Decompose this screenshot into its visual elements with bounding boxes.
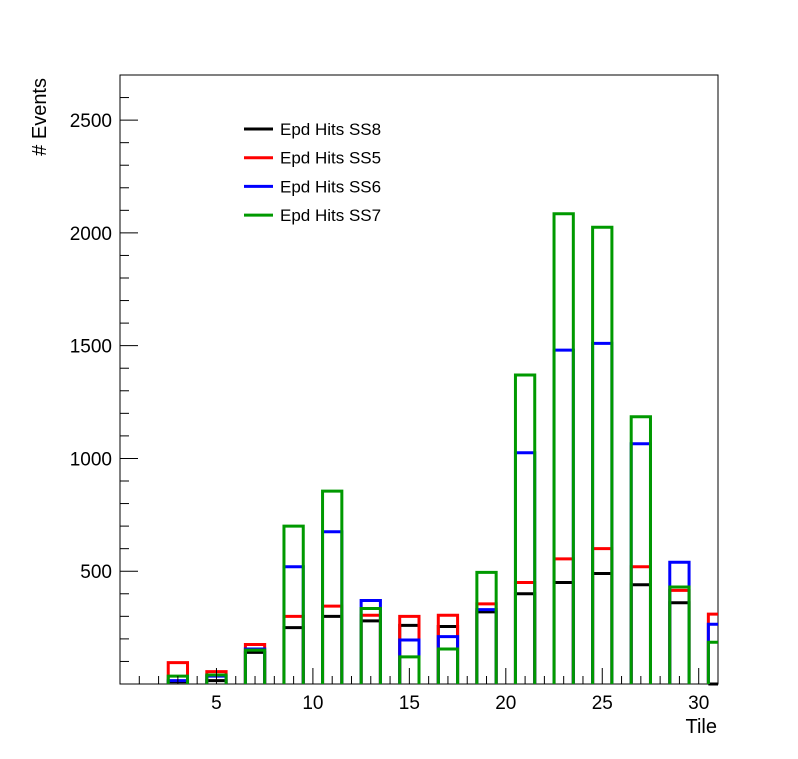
bar (359, 599, 382, 684)
legend-label: Epd Hits SS6 (280, 177, 381, 196)
bar (475, 602, 498, 684)
bar (591, 225, 614, 684)
x-tick-label: 20 (495, 693, 516, 714)
series-1 (166, 571, 718, 686)
bar (359, 613, 382, 684)
bar (282, 524, 305, 684)
bar (629, 415, 652, 684)
y-tick-label: 1500 (70, 337, 112, 358)
bar (282, 626, 305, 684)
bar (591, 547, 614, 684)
legend-label: Epd Hits SS7 (280, 206, 381, 225)
bar (436, 647, 460, 684)
bar (513, 581, 537, 684)
y-tick-label: 2000 (70, 224, 112, 245)
bar (552, 348, 575, 684)
axis-ticks: 5 10 15 20 25 30 500 1000 1500 2000 2500 (70, 74, 719, 714)
bar (359, 619, 382, 684)
x-axis-title: Tile (686, 716, 717, 738)
legend-label: Epd Hits SS8 (280, 120, 381, 139)
bar (513, 373, 537, 684)
x-tick-label: 5 (211, 693, 222, 714)
x-tick-label: 30 (688, 693, 709, 714)
bar (475, 570, 498, 684)
bar (166, 661, 190, 684)
series-2 (166, 547, 718, 684)
bar (321, 530, 344, 684)
bars (166, 212, 718, 686)
bar (513, 592, 537, 684)
y-axis-title: # Events (29, 78, 51, 156)
bar (629, 583, 652, 684)
bar (282, 565, 305, 684)
bar (668, 585, 691, 684)
bar (552, 557, 575, 684)
legend: Epd Hits SS8 Epd Hits SS5 Epd Hits SS6 Epd … (244, 120, 381, 225)
bar (321, 604, 344, 684)
bar (668, 601, 691, 684)
bar (243, 648, 267, 684)
bar (436, 624, 460, 684)
bar (359, 606, 382, 684)
series-3 (166, 341, 718, 684)
bar (321, 614, 344, 684)
bar (513, 451, 537, 684)
legend-label: Epd Hits SS5 (280, 149, 381, 168)
plot-frame (119, 74, 719, 685)
bar (552, 581, 575, 684)
bar (321, 489, 344, 684)
bar (668, 588, 691, 684)
bar (475, 608, 498, 684)
bar (591, 571, 614, 684)
bar (668, 560, 691, 684)
bar (398, 655, 421, 684)
bar (552, 212, 575, 684)
bar (706, 640, 718, 684)
x-tick-label: 10 (302, 693, 323, 714)
x-tick-label: 25 (592, 693, 613, 714)
bar (629, 442, 652, 684)
bar (591, 341, 614, 684)
x-tick-label: 15 (399, 693, 420, 714)
y-tick-label: 1000 (70, 449, 112, 470)
y-tick-label: 500 (80, 562, 112, 583)
y-tick-label: 2500 (70, 111, 112, 132)
bar (475, 610, 498, 684)
series-4 (166, 212, 718, 684)
